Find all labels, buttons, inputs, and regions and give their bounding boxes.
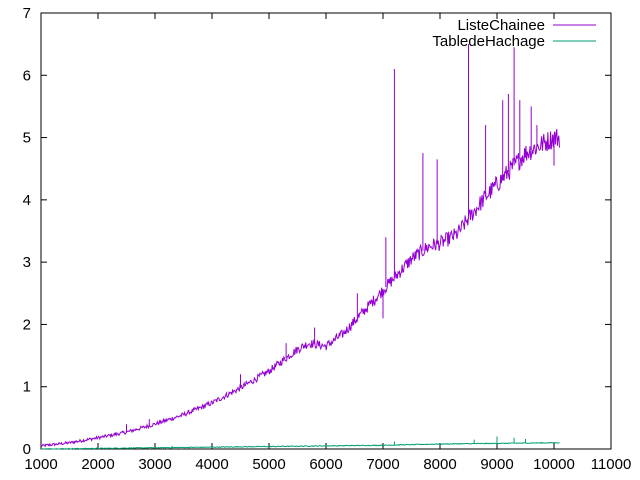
y-tick-label: 3 (23, 254, 31, 271)
legend-label: TabledeHachage (432, 33, 545, 50)
axis-ticks: 1000 2000 3000 4000 5000 6000 7000 8000 9000 1000… (23, 5, 632, 473)
x-tick-label: 7000 (366, 456, 399, 473)
series-tabledehachage (40, 436, 560, 450)
y-tick-label: 7 (23, 5, 31, 22)
x-tick-label: 9000 (480, 456, 513, 473)
y-tick-label: 2 (23, 316, 31, 333)
x-tick-label: 10000 (533, 456, 575, 473)
y-tick-label: 6 (23, 67, 31, 84)
series-line (40, 129, 560, 448)
series-listechainee (40, 44, 560, 448)
series-layer (40, 44, 560, 450)
x-tick-label: 4000 (195, 456, 228, 473)
x-tick-label: 1000 (24, 456, 57, 473)
y-tick-label: 0 (23, 441, 31, 458)
y-tick-label: 1 (23, 379, 31, 396)
y-tick-label: 5 (23, 130, 31, 147)
x-tick-label: 11000 (591, 456, 632, 473)
x-tick-label: 5000 (252, 456, 285, 473)
series-line (40, 441, 560, 450)
x-tick-label: 6000 (309, 456, 342, 473)
x-tick-label: 2000 (81, 456, 114, 473)
legend-label: ListeChainee (457, 17, 545, 34)
x-tick-label: 8000 (423, 456, 456, 473)
x-tick-label: 3000 (138, 456, 171, 473)
y-tick-label: 4 (23, 192, 31, 209)
